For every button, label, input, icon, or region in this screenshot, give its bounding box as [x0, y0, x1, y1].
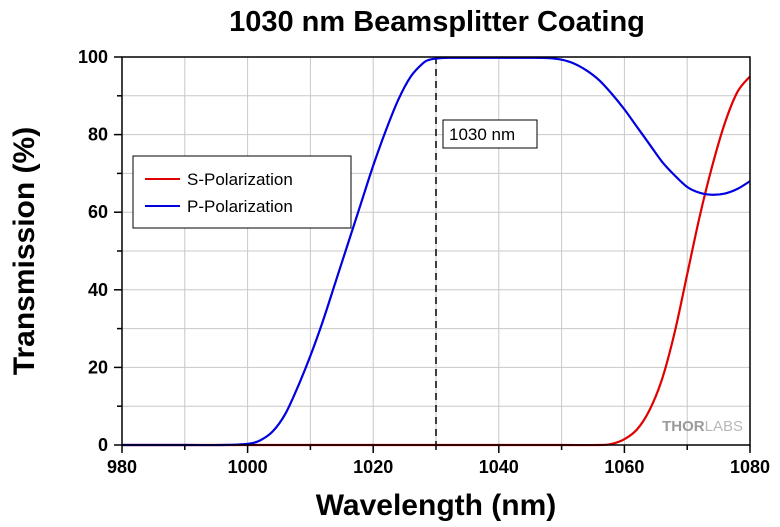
x-tick-label: 1000 [228, 457, 268, 477]
chart-title: 1030 nm Beamsplitter Coating [229, 6, 645, 38]
y-axis-title: Transmission (%) [8, 127, 41, 375]
x-tick-label: 1080 [730, 457, 770, 477]
annotation-box [442, 119, 538, 149]
x-tick-label: 1040 [479, 457, 519, 477]
x-axis-title: Wavelength (nm) [316, 489, 557, 522]
series-line-p-polarization [122, 56, 751, 447]
x-tick-label: 1020 [353, 457, 393, 477]
y-tick-label: 40 [88, 280, 108, 300]
annotation-label: 1030 nm [449, 125, 515, 144]
y-tick-label: 80 [88, 125, 108, 145]
y-axis-ticks: 0 20 40 60 80 100 [78, 47, 122, 455]
watermark-logo: THORLABS [662, 418, 743, 435]
y-tick-label: 20 [88, 357, 108, 377]
legend: S-Polarization P-Polarization [132, 155, 352, 229]
legend-label-p-polarization: P-Polarization [187, 197, 293, 216]
x-tick-label: 980 [107, 457, 137, 477]
y-tick-label: 0 [98, 435, 108, 455]
legend-box [132, 155, 352, 229]
x-axis-ticks: 980 1000 1020 1040 1060 1080 [107, 445, 770, 477]
annotation-1030nm: 1030 nm [442, 119, 538, 149]
y-tick-label: 60 [88, 202, 108, 222]
x-tick-label: 1060 [604, 457, 644, 477]
legend-label-s-polarization: S-Polarization [187, 170, 293, 189]
y-tick-label: 100 [78, 47, 108, 67]
